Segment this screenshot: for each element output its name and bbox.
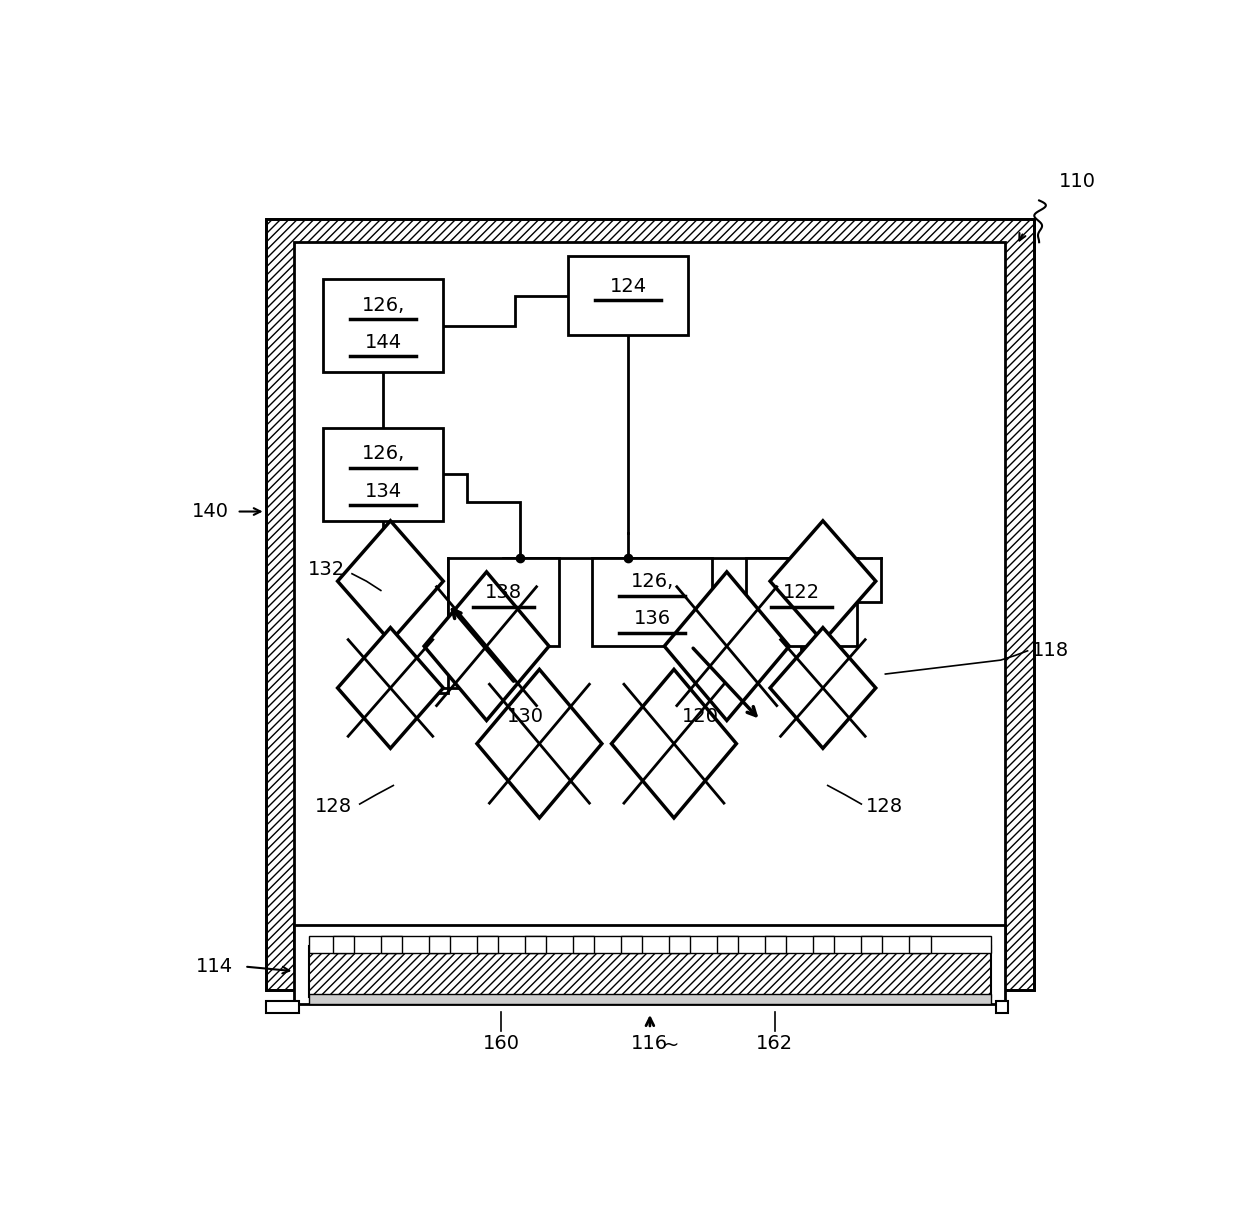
Text: ~: ~ [663, 1036, 680, 1055]
Bar [813, 936, 835, 953]
Bar [448, 558, 558, 646]
Bar [332, 936, 353, 953]
Bar [309, 947, 991, 997]
Bar [324, 428, 444, 521]
Text: 124: 124 [610, 277, 647, 295]
Bar [265, 219, 1034, 990]
Text: 110: 110 [1059, 172, 1096, 192]
Text: 160: 160 [482, 1034, 520, 1053]
Text: 114: 114 [196, 958, 233, 976]
Text: 132: 132 [309, 560, 345, 579]
Text: 136: 136 [634, 609, 671, 628]
Bar [429, 936, 450, 953]
Text: 120: 120 [682, 707, 718, 726]
Text: 126,: 126, [362, 445, 405, 463]
Bar [996, 1001, 1008, 1013]
Bar [294, 242, 1006, 966]
Bar [593, 558, 713, 646]
Bar [525, 936, 546, 953]
Polygon shape [770, 627, 875, 748]
Text: 126,: 126, [631, 572, 675, 591]
Bar [265, 219, 1034, 990]
Text: 122: 122 [782, 584, 820, 602]
Bar [765, 936, 786, 953]
Bar [717, 936, 738, 953]
Polygon shape [337, 521, 444, 642]
Text: 162: 162 [756, 1034, 794, 1053]
Bar [862, 936, 883, 953]
Text: 144: 144 [365, 333, 402, 352]
Text: 128: 128 [866, 797, 903, 816]
Text: 116: 116 [631, 1034, 668, 1053]
Polygon shape [477, 669, 601, 818]
Polygon shape [665, 572, 789, 720]
Bar [909, 936, 930, 953]
Bar [309, 995, 991, 1003]
Polygon shape [770, 521, 875, 642]
Bar [324, 280, 444, 373]
Bar [477, 936, 498, 953]
Bar [573, 936, 594, 953]
Bar [381, 936, 402, 953]
Bar [621, 936, 642, 953]
Text: 134: 134 [365, 481, 402, 500]
Text: 126,: 126, [362, 295, 405, 315]
Text: 118: 118 [1032, 642, 1069, 661]
Text: 130: 130 [506, 707, 543, 726]
Bar [670, 936, 691, 953]
Bar [568, 256, 688, 335]
Bar [265, 1001, 299, 1013]
Polygon shape [611, 669, 737, 818]
Text: 128: 128 [315, 797, 352, 816]
Bar [294, 925, 1006, 1003]
Polygon shape [424, 572, 549, 720]
Bar [309, 936, 991, 953]
Bar [746, 558, 857, 646]
Polygon shape [337, 627, 444, 748]
Text: 140: 140 [192, 502, 229, 521]
Text: 138: 138 [485, 584, 522, 602]
